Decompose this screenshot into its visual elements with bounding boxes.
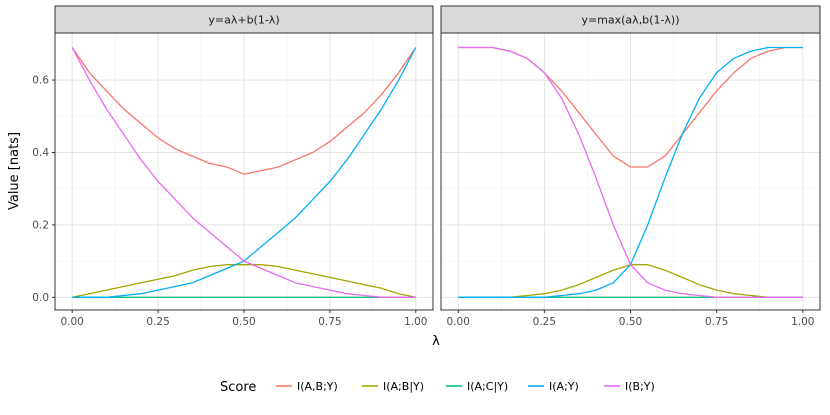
y-tick-label: 0.6 [32, 75, 49, 87]
x-tick-label: 0.50 [232, 316, 255, 328]
legend-label: I(A;Y) [549, 380, 579, 393]
x-tick-label: 1.00 [404, 316, 427, 328]
series-line-I(B;Y) [458, 46, 803, 298]
gridlines [55, 33, 433, 310]
facet-title: y=max(aλ,b(1-λ)) [581, 14, 679, 27]
panel-2: y=max(aλ,b(1-λ)) 0.00 0.25 0.50 0.75 1.00 [440, 5, 821, 328]
series-line-I(A;B|Y) [72, 264, 416, 298]
x-tick-label: 0.00 [447, 316, 470, 328]
x-tick-label: 0.75 [318, 316, 341, 328]
legend-label: I(A;C|Y) [467, 380, 508, 393]
legend-title: Score [220, 380, 256, 395]
series-group [458, 46, 803, 298]
legend-item-I(A;C|Y): I(A;C|Y) [446, 380, 508, 393]
series-group [71, 47, 417, 298]
series-line-I(B;Y) [71, 47, 416, 298]
legend-label: I(A;B|Y) [383, 380, 424, 393]
x-axis-title: λ [432, 334, 440, 349]
y-axis-title: Value [nats] [7, 132, 22, 210]
legend-item-I(A;Y): I(A;Y) [528, 380, 579, 393]
x-tick-label: 0.50 [619, 316, 642, 328]
x-tick-label: 0.25 [533, 316, 556, 328]
legend-item-I(A;B|Y): I(A;B|Y) [362, 380, 424, 393]
y-tick-label: 0.0 [32, 292, 49, 304]
legend-item-I(B;Y): I(B;Y) [604, 380, 655, 393]
x-tick-label: 0.75 [705, 316, 728, 328]
x-tick-label: 0.00 [60, 316, 83, 328]
legend-label: I(B;Y) [625, 380, 655, 393]
series-line-I(A,B;Y) [71, 47, 417, 175]
facet-title: y=aλ+b(1-λ) [208, 14, 279, 27]
panel-1: y=aλ+b(1-λ) 0.00 0.25 0.50 0.75 1.00 0.0 0.2 0.4… [32, 5, 434, 328]
x-tick-label: 0.25 [146, 316, 169, 328]
y-tick-label: 0.2 [32, 219, 49, 231]
legend-item-I(A,B;Y): I(A,B;Y) [276, 380, 338, 393]
facet-strip [54, 5, 434, 34]
y-tick-label: 0.4 [32, 147, 49, 159]
legend: Score I(A,B;Y) I(A;B|Y) I(A;C|Y) I(A;Y) I(B;… [220, 380, 655, 395]
facet-strip [440, 5, 821, 34]
legend-label: I(A,B;Y) [297, 380, 338, 393]
x-tick-label: 1.00 [791, 316, 814, 328]
